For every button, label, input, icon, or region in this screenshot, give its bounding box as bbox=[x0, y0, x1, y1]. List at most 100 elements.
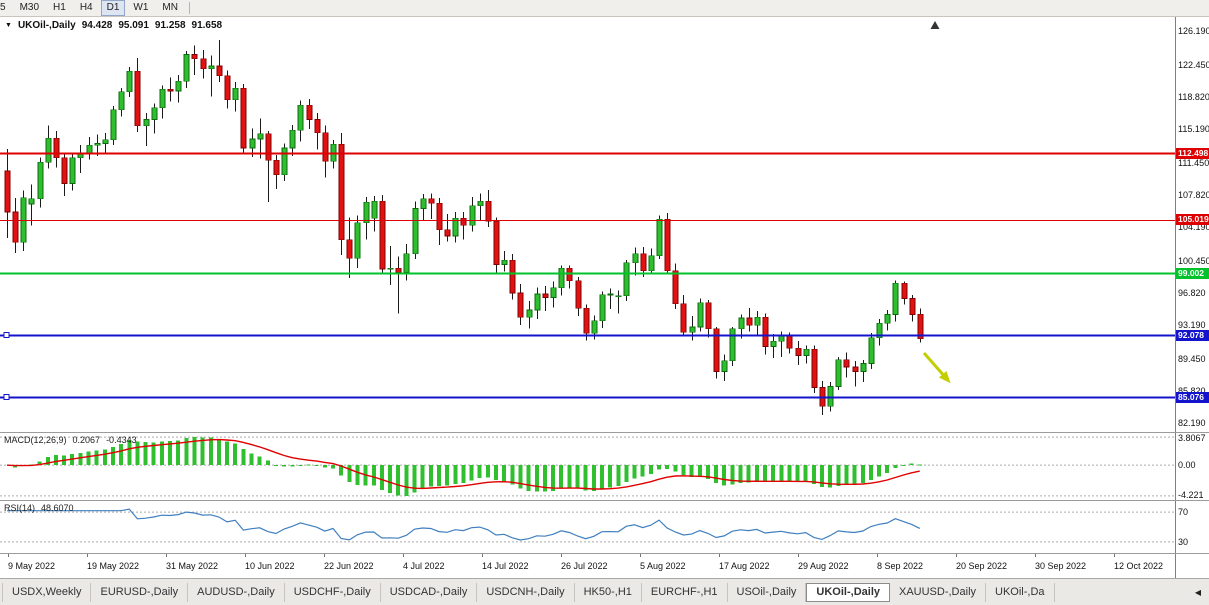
rsi-chart-svg[interactable] bbox=[0, 501, 1175, 553]
macd-bar bbox=[697, 465, 702, 478]
candle bbox=[542, 293, 549, 298]
price-chart-svg[interactable] bbox=[0, 17, 1175, 432]
price-tag: 112.498 bbox=[1176, 147, 1209, 159]
macd-bar bbox=[673, 465, 678, 472]
macd-bar bbox=[705, 465, 710, 479]
macd-bar bbox=[575, 465, 580, 489]
macd-bar bbox=[648, 465, 653, 475]
time-axis-label: 9 May 2022 bbox=[8, 561, 56, 571]
macd-bar bbox=[877, 465, 882, 477]
chart-tab[interactable]: XAUUSD-,Daily bbox=[890, 582, 987, 602]
price-tick-label: 82.190 bbox=[1178, 418, 1206, 429]
candle bbox=[354, 222, 361, 259]
candle bbox=[770, 340, 777, 347]
candle bbox=[664, 218, 671, 272]
macd-bar bbox=[795, 465, 800, 482]
chart-tab[interactable]: HK50-,H1 bbox=[575, 582, 642, 602]
macd-bar bbox=[233, 443, 238, 466]
macd-bar bbox=[445, 465, 450, 486]
timeframe-button[interactable]: MN bbox=[162, 2, 178, 13]
macd-bar bbox=[159, 441, 164, 466]
time-axis-label: 19 May 2022 bbox=[87, 561, 140, 571]
macd-chart-svg[interactable] bbox=[0, 433, 1175, 500]
macd-bar bbox=[714, 465, 719, 484]
macd-bar bbox=[290, 465, 295, 467]
candle bbox=[232, 87, 239, 101]
candle bbox=[257, 133, 264, 140]
macd-bar bbox=[347, 465, 352, 483]
macd-bar bbox=[583, 465, 588, 491]
chart-tab[interactable]: USDCNH-,Daily bbox=[477, 582, 575, 602]
chart-tab[interactable]: USDCHF-,Daily bbox=[285, 582, 381, 602]
timeframe-button[interactable]: H1 bbox=[53, 2, 66, 13]
chart-tab[interactable]: USDCAD-,Daily bbox=[381, 582, 478, 602]
chart-tab[interactable]: USDX,Weekly bbox=[2, 582, 92, 602]
candle bbox=[558, 267, 565, 289]
chart-tab[interactable]: UKOil-,Da bbox=[986, 582, 1055, 602]
time-tick bbox=[798, 554, 799, 557]
price-chart-plot[interactable]: ▼ UKOil-,Daily 94.428 95.091 91.258 91.6… bbox=[0, 17, 1175, 432]
macd-bar bbox=[428, 465, 433, 487]
time-axis[interactable]: 9 May 2022 19 May 2022 31 May 2022 10 Jun 2… bbox=[0, 554, 1175, 578]
line-anchor-handle[interactable] bbox=[3, 394, 10, 400]
arrow-annotation[interactable] bbox=[922, 352, 948, 379]
candle bbox=[265, 133, 272, 161]
candle bbox=[175, 80, 182, 92]
candle bbox=[485, 200, 492, 222]
price-axis[interactable]: 126.190 122.450 118.820 115.190 111.450 107.8… bbox=[1175, 17, 1209, 432]
macd-bar bbox=[192, 437, 197, 466]
macd-bar bbox=[665, 465, 670, 470]
tab-scroll-left-icon[interactable]: ◀ bbox=[1194, 587, 1201, 597]
chart-shift-marker-icon[interactable] bbox=[930, 21, 940, 29]
macd-axis[interactable]: 3.8067 0.00 -4.221 bbox=[1175, 433, 1209, 500]
chart-tab[interactable]: USOil-,Daily bbox=[728, 582, 807, 602]
macd-bar bbox=[640, 465, 645, 477]
candle bbox=[118, 91, 125, 110]
timeframe-button[interactable]: M30 bbox=[19, 2, 40, 13]
macd-bar bbox=[168, 440, 172, 466]
candle bbox=[591, 320, 598, 334]
candle bbox=[917, 313, 924, 340]
macd-bar bbox=[828, 465, 833, 488]
rsi-plot[interactable]: RSI(14) 48.6070 bbox=[0, 501, 1175, 553]
chart-tab[interactable]: EURCHF-,H1 bbox=[642, 582, 728, 602]
candle bbox=[680, 303, 687, 333]
time-axis-label: 30 Sep 2022 bbox=[1035, 561, 1087, 571]
macd-bar bbox=[836, 465, 841, 486]
candle bbox=[216, 65, 223, 77]
time-tick bbox=[324, 554, 325, 557]
timeframe-button[interactable]: W1 bbox=[133, 2, 149, 13]
timeframe-button[interactable]: D1 bbox=[100, 0, 126, 16]
macd-bar bbox=[811, 465, 816, 484]
macd-bar bbox=[502, 465, 507, 482]
candle bbox=[395, 267, 402, 273]
chart-tab[interactable]: UKOil-,Daily bbox=[806, 582, 890, 602]
macd-bar bbox=[379, 465, 384, 490]
rsi-axis[interactable]: 70 30 bbox=[1175, 501, 1209, 553]
candle bbox=[648, 255, 655, 272]
candle bbox=[460, 217, 467, 226]
chart-tab[interactable]: AUDUSD-,Daily bbox=[188, 582, 285, 602]
macd-bar bbox=[599, 465, 604, 490]
time-axis-label: 8 Sep 2022 bbox=[877, 561, 924, 571]
line-anchor-handle[interactable] bbox=[3, 332, 10, 338]
candle bbox=[469, 205, 476, 226]
macd-bar bbox=[176, 440, 181, 466]
timeframe-button[interactable]: H4 bbox=[79, 2, 93, 13]
candle bbox=[534, 293, 541, 311]
macd-bar bbox=[371, 465, 376, 486]
candle bbox=[306, 104, 313, 120]
candle bbox=[86, 144, 93, 154]
timeframe-button[interactable]: 5 bbox=[0, 2, 6, 13]
candle bbox=[183, 54, 190, 82]
price-chart-panel: ▼ UKOil-,Daily 94.428 95.091 91.258 91.6… bbox=[0, 17, 1209, 432]
toolbar-separator bbox=[188, 2, 190, 14]
rsi-level-label: 70 bbox=[1178, 507, 1189, 518]
symbol-dropdown-icon[interactable]: ▼ bbox=[5, 22, 12, 29]
macd-bar bbox=[551, 465, 556, 491]
candle bbox=[729, 328, 736, 362]
macd-plot[interactable]: MACD(12,26,9) 0.2067 -0.4343 bbox=[0, 433, 1175, 500]
chart-tab[interactable]: EURUSD-,Daily bbox=[91, 582, 189, 602]
candle bbox=[803, 348, 810, 356]
